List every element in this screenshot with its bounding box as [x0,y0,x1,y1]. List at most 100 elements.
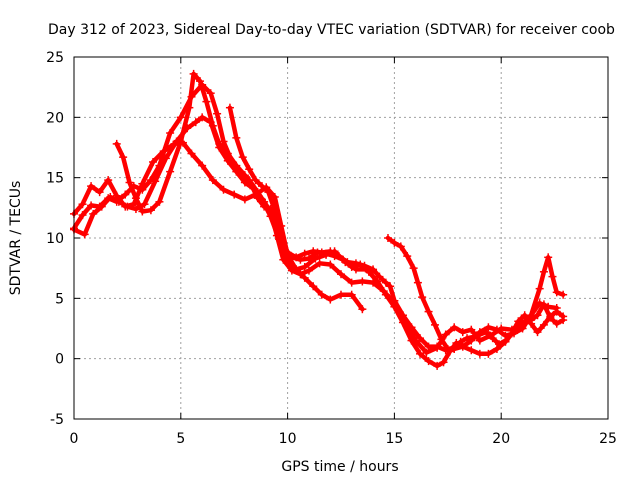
data-point [467,346,476,355]
data-point [458,328,467,337]
data-point [416,349,425,358]
data-point [114,197,123,206]
grid-lines [74,57,608,419]
data-point [488,334,497,343]
data-point [247,180,256,189]
data-point [437,335,446,344]
data-point [304,254,313,263]
data-point [351,259,360,268]
data-point [131,205,140,214]
data-point [373,277,382,286]
data-point [257,182,266,191]
data-point [300,273,309,282]
data-point [106,192,115,201]
data-point [89,209,98,218]
data-point [283,248,292,257]
data-point [264,188,273,197]
data-point [87,201,96,210]
x-tick-label: 5 [176,431,185,447]
data-point [97,202,106,211]
data-point [176,113,185,122]
data-point [215,139,224,148]
data-point [176,137,185,146]
data-point [396,242,405,251]
y-tick-label: -5 [50,412,64,428]
data-point [458,342,467,351]
data-point [232,133,241,142]
y-tick-label: 5 [55,291,64,307]
data-point [119,153,128,162]
data-point [78,211,87,220]
data-point [337,270,345,279]
data-point [151,177,160,186]
data-point [386,282,395,291]
y-tick-label: 20 [46,110,64,126]
data-point [347,290,356,299]
y-tick-label: 25 [46,50,64,66]
data-point [191,118,200,127]
data-point [441,330,450,339]
plot-frame [73,56,609,420]
data-point [559,290,568,299]
data-point [138,207,147,216]
data-point [518,324,527,333]
data-point [225,103,234,112]
data-point [166,167,175,176]
data-point [443,345,452,354]
data-point [146,206,155,215]
data-point [326,247,335,256]
data-point [546,312,555,321]
data-point [131,194,140,203]
data-point [208,176,217,185]
data-point [149,157,158,166]
data-point [544,253,553,262]
series-track-6 [383,234,568,354]
data-point [138,185,147,194]
data-point [326,295,335,304]
data-point [300,262,309,271]
data-point [198,161,207,170]
data-point [347,278,356,287]
data-point [418,293,427,302]
data-point [482,328,491,337]
data-point [334,252,343,261]
data-point [292,253,301,262]
data-point [202,97,211,106]
data-point [527,319,536,328]
data-point [223,149,232,158]
chart-title: Day 312 of 2023, Sidereal Day-to-day VTE… [48,22,615,38]
data-point [358,277,367,286]
data-point [360,261,369,270]
data-point [495,340,504,349]
data-point [369,265,378,274]
data-point [125,178,134,187]
data-point [407,336,416,345]
data-point [469,332,478,341]
data-point [230,190,239,199]
data-point [219,137,228,146]
data-point [533,328,542,337]
data-point [337,290,345,299]
data-point [544,302,553,311]
data-point [238,153,247,162]
data-point [507,329,516,338]
data-point [292,265,301,274]
x-axis-label: GPS time / hours [281,459,398,475]
data-point [189,69,198,78]
data-point [87,182,96,191]
data-point [358,305,367,314]
data-point [535,284,544,293]
data-point [416,334,425,343]
data-point [492,325,501,334]
data-point [409,264,418,273]
data-point [232,161,241,170]
data-point [309,247,318,256]
data-point [245,165,254,174]
data-point [185,103,194,112]
data-point [317,290,326,299]
data-point [196,77,205,86]
data-point [450,323,459,332]
data-point [80,230,89,239]
data-point [315,259,324,268]
